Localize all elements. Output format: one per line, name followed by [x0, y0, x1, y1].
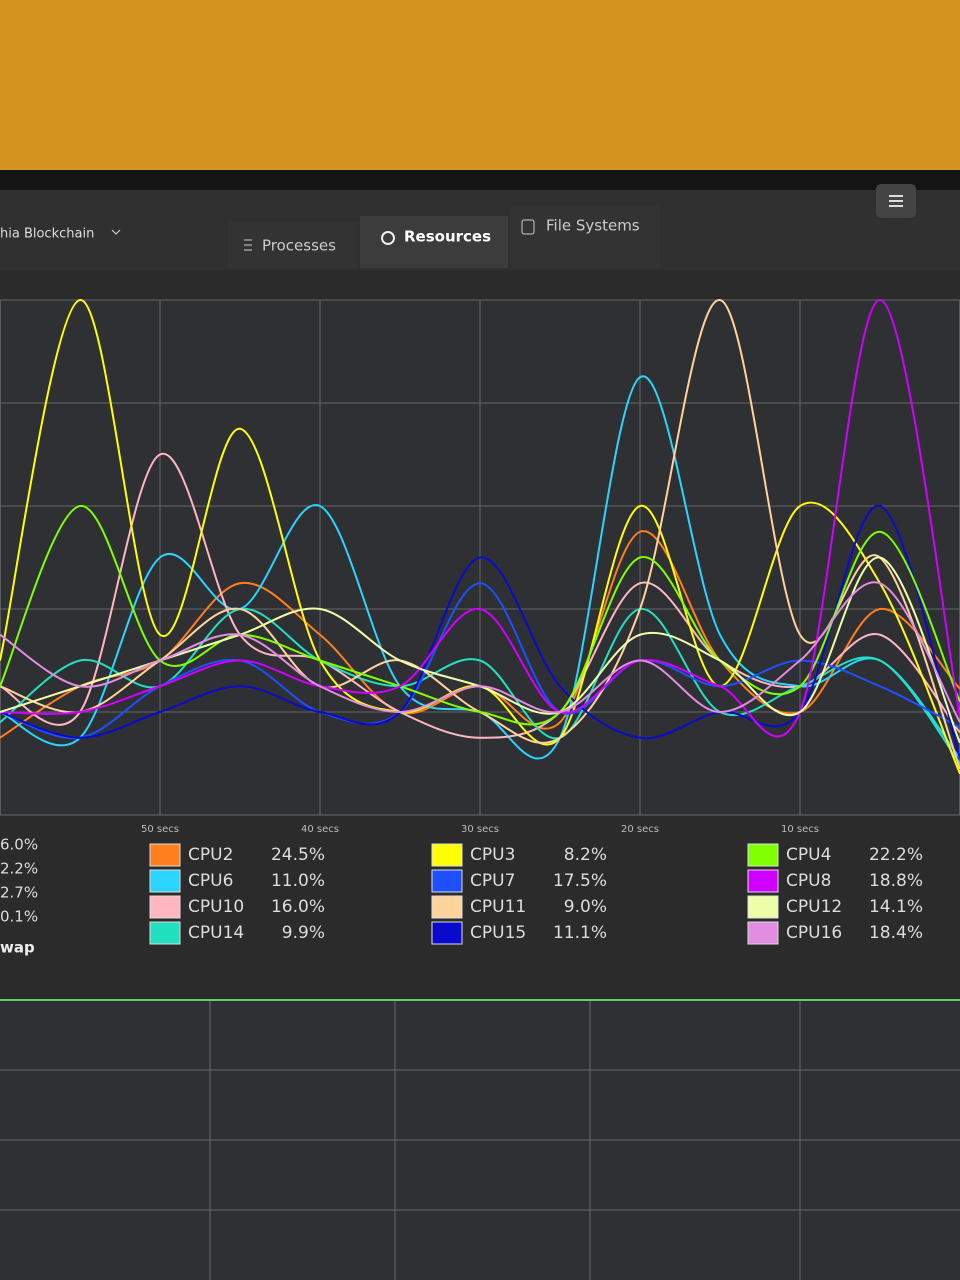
legend-swatch — [747, 895, 779, 919]
legend-value: 18.4% — [869, 923, 923, 943]
legend-swatch — [747, 843, 779, 867]
cpu-chart: 50 secs 40 secs 30 secs 20 secs 10 secs — [0, 298, 960, 835]
tab-icon — [521, 219, 535, 235]
x-tick-label: 10 secs — [781, 824, 819, 835]
legend-value: 0.1% — [0, 908, 38, 926]
cpu-line — [0, 375, 960, 760]
legend-value: 14.1% — [869, 897, 923, 917]
legend-name: CPU6 — [188, 871, 233, 891]
legend-swatch — [149, 921, 181, 945]
legend-swatch — [431, 843, 463, 867]
legend-value: 17.5% — [553, 871, 607, 891]
tab-label[interactable]: Resources — [404, 228, 491, 246]
legend-swatch — [747, 921, 779, 945]
wall — [0, 0, 960, 180]
legend-swatch — [149, 869, 181, 893]
legend-name: CPU15 — [470, 923, 526, 943]
legend-swatch — [149, 895, 181, 919]
legend-name: CPU7 — [470, 871, 515, 891]
cpu-line — [0, 581, 960, 723]
legend-swatch — [431, 895, 463, 919]
legend-name: CPU10 — [188, 897, 244, 917]
legend-name: CPU8 — [786, 871, 831, 891]
tab[interactable] — [510, 206, 660, 268]
legend-name: CPU3 — [470, 845, 515, 865]
cpu-line — [0, 504, 960, 726]
x-tick-label: 40 secs — [301, 824, 339, 835]
dropdown-icon — [111, 229, 121, 235]
x-tick-label: 20 secs — [621, 824, 659, 835]
legend-value: 2.2% — [0, 860, 38, 878]
legend-name: CPU4 — [786, 845, 831, 865]
legend-value: 9.0% — [564, 897, 607, 917]
legend-value: 16.0% — [271, 897, 325, 917]
legend-value: 22.2% — [869, 845, 923, 865]
swap-label: wap — [0, 939, 35, 957]
tab-label[interactable]: Processes — [262, 237, 336, 255]
legend-name: CPU16 — [786, 923, 842, 943]
legend-value: 8.2% — [564, 845, 607, 865]
legend-value: 24.5% — [271, 845, 325, 865]
menu-icon — [889, 195, 903, 207]
memory-grid — [0, 1000, 960, 1280]
legend-swatch — [431, 921, 463, 945]
legend-value: 11.0% — [271, 871, 325, 891]
legend-value: 2.7% — [0, 884, 38, 902]
legend-name: CPU11 — [470, 897, 526, 917]
legend-value: 11.1% — [553, 923, 607, 943]
cpu-line — [0, 504, 960, 759]
legend-value: 6.0% — [0, 836, 38, 854]
legend-name: CPU14 — [188, 923, 244, 943]
legend-name: CPU12 — [786, 897, 842, 917]
legend-swatch — [747, 869, 779, 893]
legend-value: 9.9% — [282, 923, 325, 943]
bezel — [0, 170, 960, 190]
legend-value: 18.8% — [869, 871, 923, 891]
legend-swatch — [149, 843, 181, 867]
legend-swatch — [431, 869, 463, 893]
legend-name: CPU2 — [188, 845, 233, 865]
cpu-line — [0, 298, 960, 775]
tab-label[interactable]: File Systems — [546, 217, 640, 235]
tab-icon — [381, 231, 395, 245]
app-name[interactable]: hia Blockchain — [0, 227, 94, 242]
x-tick-label: 50 secs — [141, 824, 179, 835]
x-tick-label: 30 secs — [461, 824, 499, 835]
tab-icon — [244, 239, 252, 251]
